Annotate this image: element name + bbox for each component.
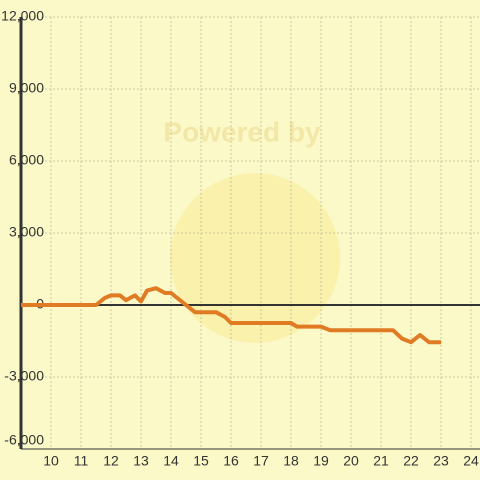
x-tick-label: 10 [43, 453, 59, 469]
x-tick-label: 15 [193, 453, 209, 469]
y-tick-label: 12,000 [1, 8, 44, 24]
x-tick-label: 11 [74, 453, 89, 469]
x-tick-label: 19 [313, 453, 329, 469]
x-tick-label: 20 [343, 453, 359, 469]
x-tick-label: 22 [403, 453, 419, 469]
x-tick-label: 18 [283, 453, 299, 469]
x-tick-label: 13 [133, 453, 149, 469]
line [21, 286, 441, 345]
y-tick-label: -3,000 [4, 368, 44, 384]
x-tick-label: 14 [163, 453, 179, 469]
x-tick-label: 17 [253, 453, 269, 469]
x-tick-label: 16 [223, 453, 239, 469]
x-tick-label: 24 [463, 453, 479, 469]
y-tick-label: 6,000 [9, 152, 44, 168]
y-tick-label: 3,000 [9, 224, 44, 240]
x-tick-label: 21 [373, 453, 389, 469]
watermark-logo [170, 173, 340, 343]
y-tick-label: -6,000 [4, 432, 44, 448]
y-tick-label: 9,000 [9, 80, 44, 96]
watermark: Powered by [163, 116, 321, 147]
x-tick-label: 23 [433, 453, 449, 469]
x-tick-label: 12 [103, 453, 119, 469]
